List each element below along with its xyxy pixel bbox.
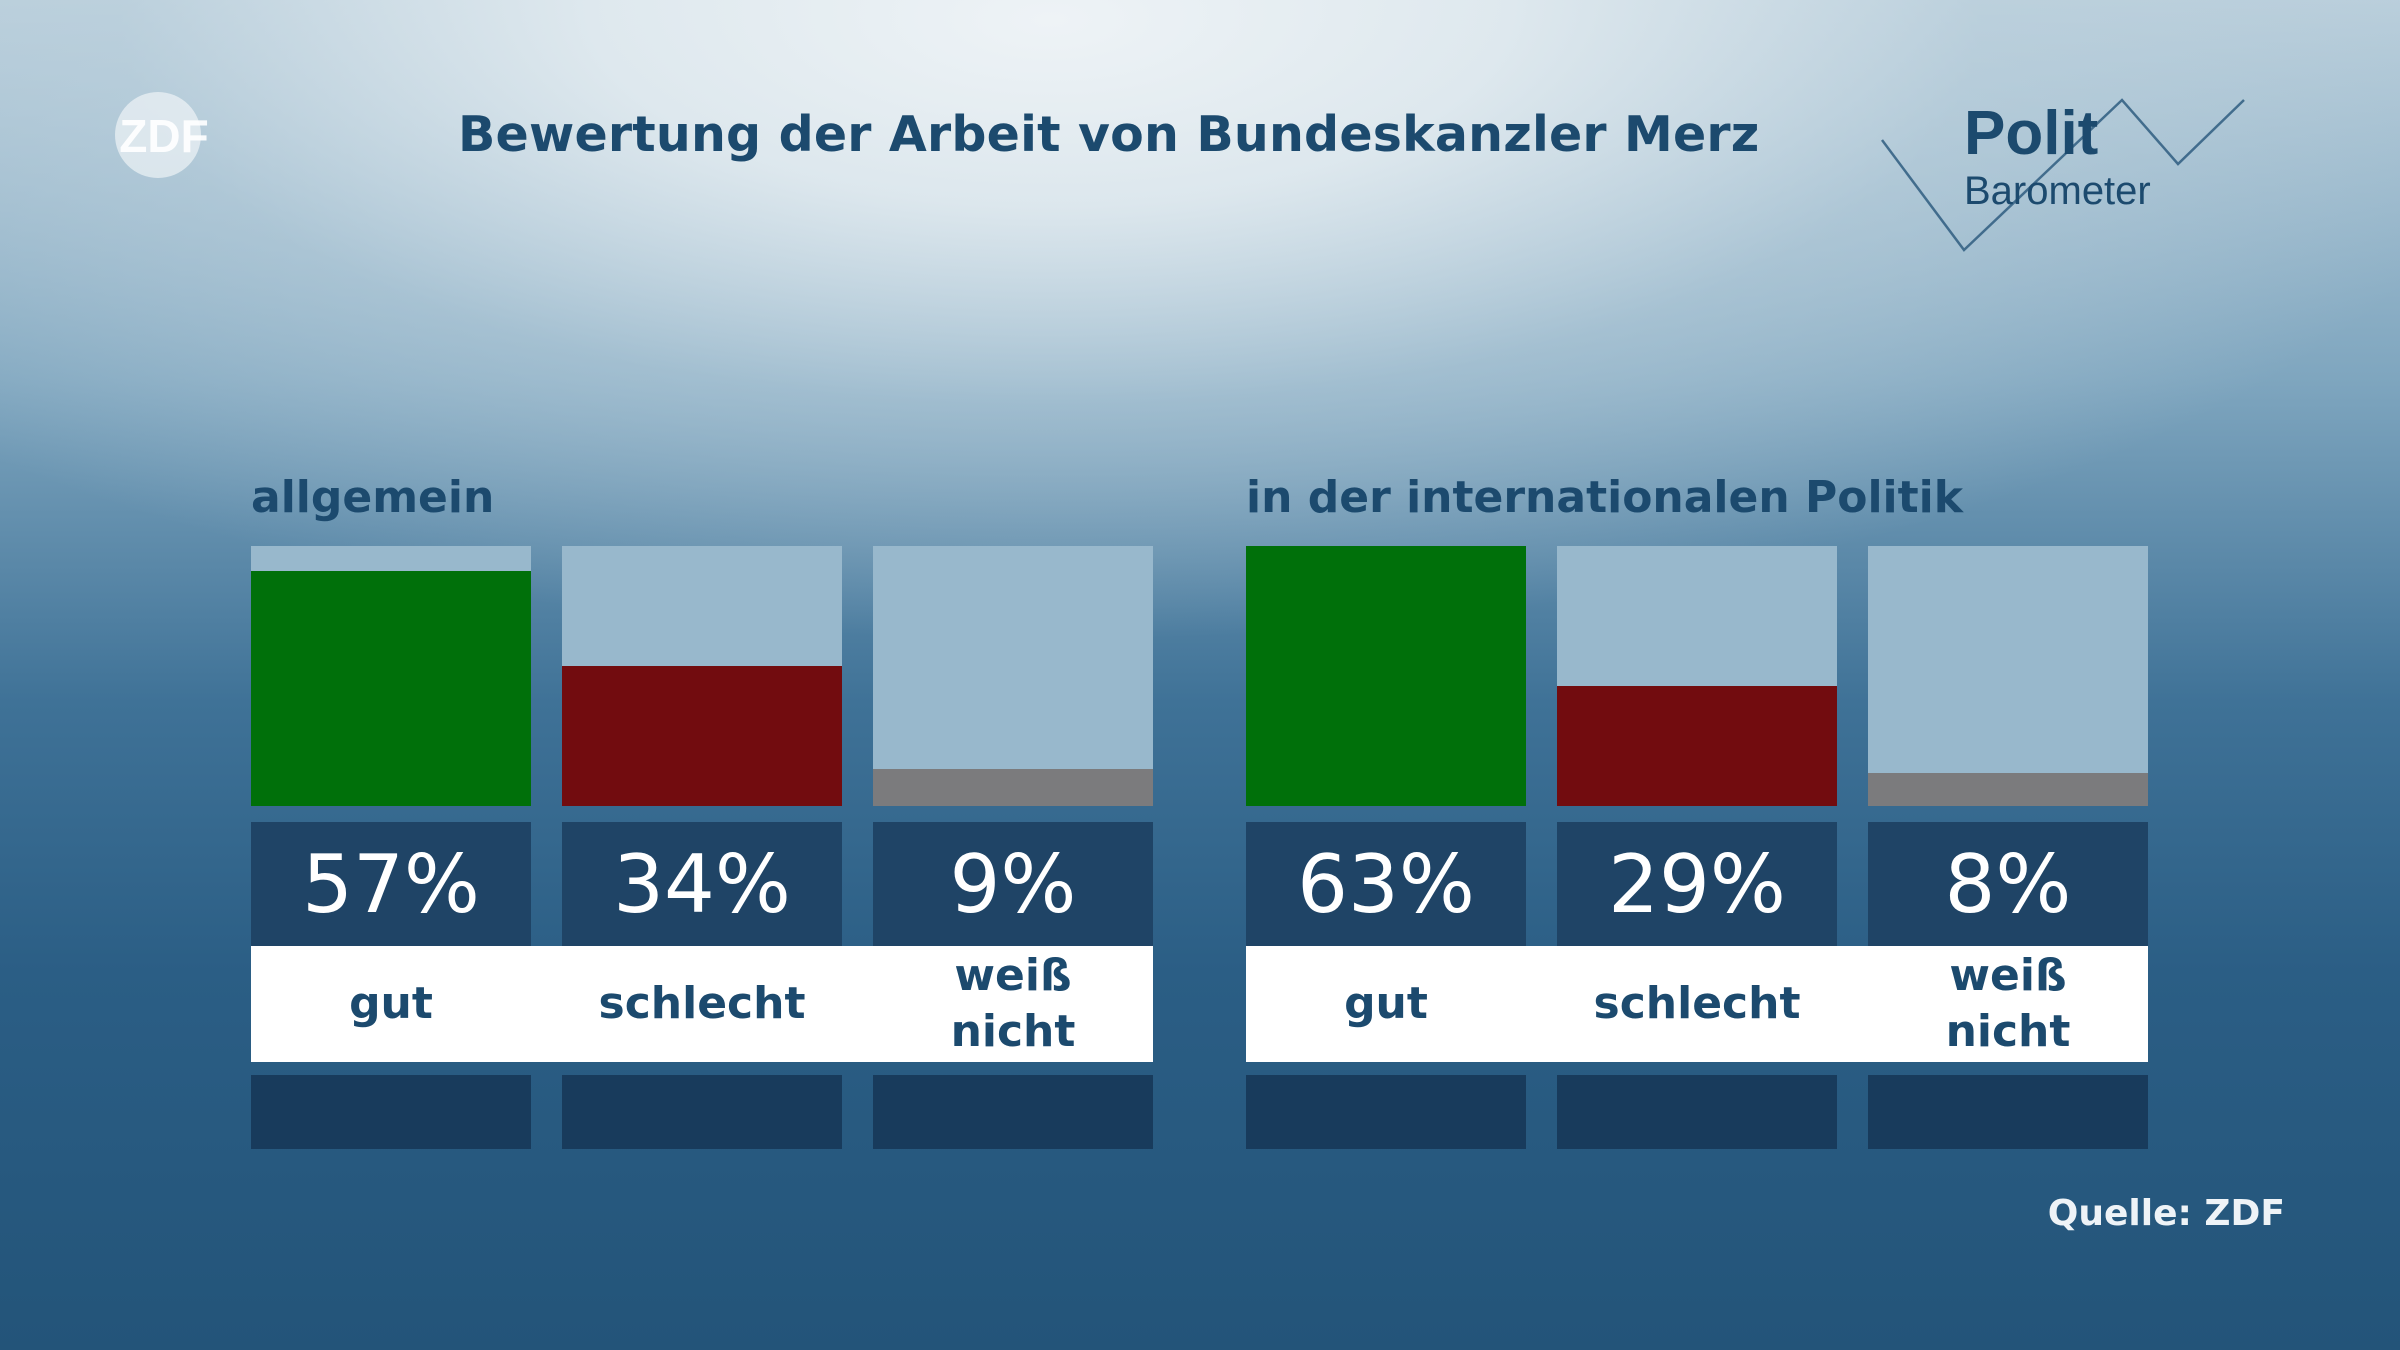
panel-1-footer-block-schlecht bbox=[562, 1075, 842, 1149]
panel-1-bar-track-schlecht bbox=[562, 546, 842, 806]
panel-2-bar-track-weiss-nicht bbox=[1868, 546, 2148, 806]
panel-1-bar-weiss-nicht bbox=[873, 768, 1153, 806]
panel-1-bar-track-weiss-nicht bbox=[873, 546, 1153, 806]
panel-1-category-label-gut: gut bbox=[349, 978, 433, 1029]
panel-1-heading: allgemein bbox=[251, 472, 495, 523]
zdf-logo-text: ZDF bbox=[119, 110, 208, 162]
panel-1-value-label-weiss-nicht: 9% bbox=[873, 822, 1153, 946]
panel-2-bar-gut bbox=[1246, 546, 1526, 806]
panel-1-bar-gut bbox=[251, 570, 531, 806]
panel-2-bar-weiss-nicht bbox=[1868, 772, 2148, 806]
panel-1-bar-schlecht bbox=[562, 665, 842, 806]
panel-2-bar-track-gut bbox=[1246, 546, 1526, 806]
politbarometer-word-2: Barometer bbox=[1964, 169, 2151, 213]
panel-1-bar-track-gut bbox=[251, 546, 531, 806]
panel-2-footer-block-schlecht bbox=[1557, 1075, 1837, 1149]
panel-2-bar-schlecht bbox=[1557, 686, 1837, 806]
panel-2-category-label-schlecht: schlecht bbox=[1593, 978, 1801, 1029]
panel-1-category-label-schlecht: schlecht bbox=[598, 978, 806, 1029]
panel-1-value-label-gut: 57% bbox=[251, 822, 531, 946]
panel-2-value-label-gut: 63% bbox=[1246, 822, 1526, 946]
panel-1-footer-block-weiss-nicht bbox=[873, 1075, 1153, 1149]
panel-2-category-label-gut: gut bbox=[1344, 978, 1428, 1029]
panel-2-category-label-weiss-nicht: weiß nicht bbox=[1945, 950, 2071, 1057]
source-label: Quelle: ZDF bbox=[2047, 1193, 2285, 1234]
panel-1-value-label-schlecht: 34% bbox=[562, 822, 842, 946]
panel-2-bar-track-schlecht bbox=[1557, 546, 1837, 806]
panel-2-label-strip bbox=[1246, 946, 2148, 1062]
panel-2-footer-block-weiss-nicht bbox=[1868, 1075, 2148, 1149]
panel-1-label-strip bbox=[251, 946, 1153, 1062]
panel-1-category-label-weiss-nicht: weiß nicht bbox=[950, 950, 1076, 1057]
politbarometer-word-1: Polit bbox=[1964, 99, 2098, 168]
panel-1-footer-block-gut bbox=[251, 1075, 531, 1149]
politbarometer-logo: Polit Barometer bbox=[1880, 98, 2245, 252]
chart-title: Bewertung der Arbeit von Bundeskanzler M… bbox=[458, 106, 1760, 163]
zdf-logo: ZDF bbox=[115, 92, 209, 178]
panel-2-value-label-weiss-nicht: 8% bbox=[1868, 822, 2148, 946]
panel-2-footer-block-gut bbox=[1246, 1075, 1526, 1149]
panel-2-heading: in der internationalen Politik bbox=[1246, 472, 1964, 523]
panel-2-value-label-schlecht: 29% bbox=[1557, 822, 1837, 946]
